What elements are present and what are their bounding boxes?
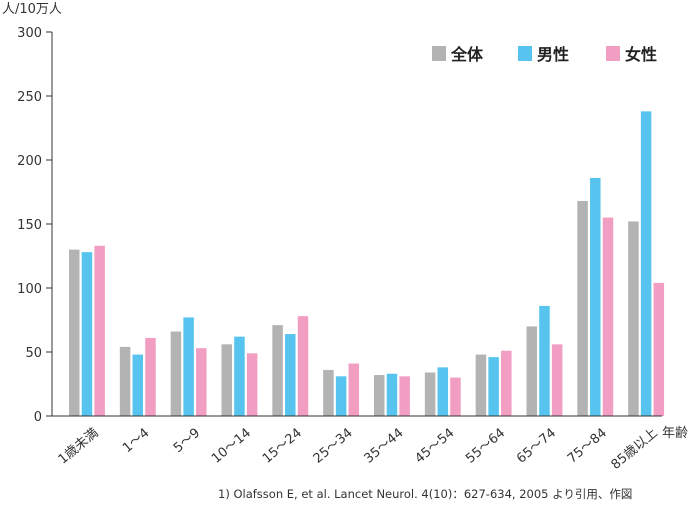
bar [386,373,398,416]
y-tick-label: 150 [17,218,42,233]
y-axis: 0 50 100 150 200 250 300 [17,26,53,425]
x-axis-label: 年齢 [662,426,688,441]
legend-label: 男性 [537,45,569,64]
category-group [577,177,614,416]
bar [539,305,550,416]
legend-swatch [432,46,446,61]
category-group [221,336,258,416]
y-tick-label: 300 [17,26,42,41]
legend-item: 女性 [606,45,657,64]
y-tick-label: 100 [17,282,42,297]
bar [450,377,461,416]
bar [602,217,614,416]
bar [348,363,360,416]
bar [285,334,296,416]
bar [437,367,449,416]
bar [399,376,410,416]
bar [640,111,652,417]
x-tick-label: 75～84 [565,426,610,467]
bar [183,317,194,416]
bar [246,353,258,416]
y-tick-label: 200 [17,154,42,169]
bar [590,177,601,416]
bar [221,344,232,416]
bar [335,376,347,416]
bar [234,336,245,416]
category-group [526,305,563,416]
bar [132,354,144,416]
bar [488,357,499,416]
category-group [69,245,105,416]
category-group [628,111,665,417]
x-tick-label: 25～34 [311,426,356,467]
bar [119,346,131,416]
x-tick-label: 45～54 [412,426,457,467]
bar [69,249,80,416]
bar [526,326,537,416]
bar [297,316,309,416]
bar [577,200,588,416]
bar [170,331,182,416]
bar [94,245,105,416]
category-group [272,316,309,416]
legend-swatch [518,46,532,61]
category-group [475,350,512,416]
x-tick-label: 15～24 [260,426,305,467]
x-tick-label: 10～14 [209,426,254,467]
category-group [119,337,156,416]
x-tick-label: 1歳未満 [56,426,102,468]
category-group [323,363,360,416]
bar [653,282,665,416]
x-tick-label: 65～74 [514,426,559,467]
legend: 全体 男性 女性 [432,45,657,64]
x-tick-label: 85歳以上 [608,426,660,473]
y-tick-label: 50 [25,346,42,361]
bar [628,221,639,416]
y-tick-label: 250 [17,90,42,105]
x-axis: 1歳未満 1～4 5～9 10～14 15～24 25～34 35～44 45～54 55～64… [52,415,662,473]
bar [196,348,207,416]
legend-item: 男性 [518,45,569,64]
legend-label: 女性 [625,45,657,64]
category-group [374,373,410,416]
legend-swatch [606,46,620,61]
category-group [170,317,207,416]
x-tick-label: 5～9 [171,426,203,456]
bar [145,337,156,416]
bar [272,325,283,416]
legend-item: 全体 [432,45,484,64]
bar [323,369,334,416]
x-tick-label: 55～64 [463,426,508,467]
legend-label: 全体 [450,45,484,64]
bars [69,111,665,417]
bar [551,344,563,416]
category-group [424,367,461,416]
bar [501,350,512,416]
bar [475,354,487,416]
y-axis-label: 人/10万人 [2,2,62,17]
bar [81,252,93,416]
bar [374,375,385,416]
x-tick-label: 1～4 [120,426,152,456]
y-tick-label: 0 [34,410,42,425]
citation: 1) Olafsson E, et al. Lancet Neurol. 4(1… [218,487,633,501]
bar [424,372,436,416]
x-tick-label: 35～44 [362,426,407,467]
